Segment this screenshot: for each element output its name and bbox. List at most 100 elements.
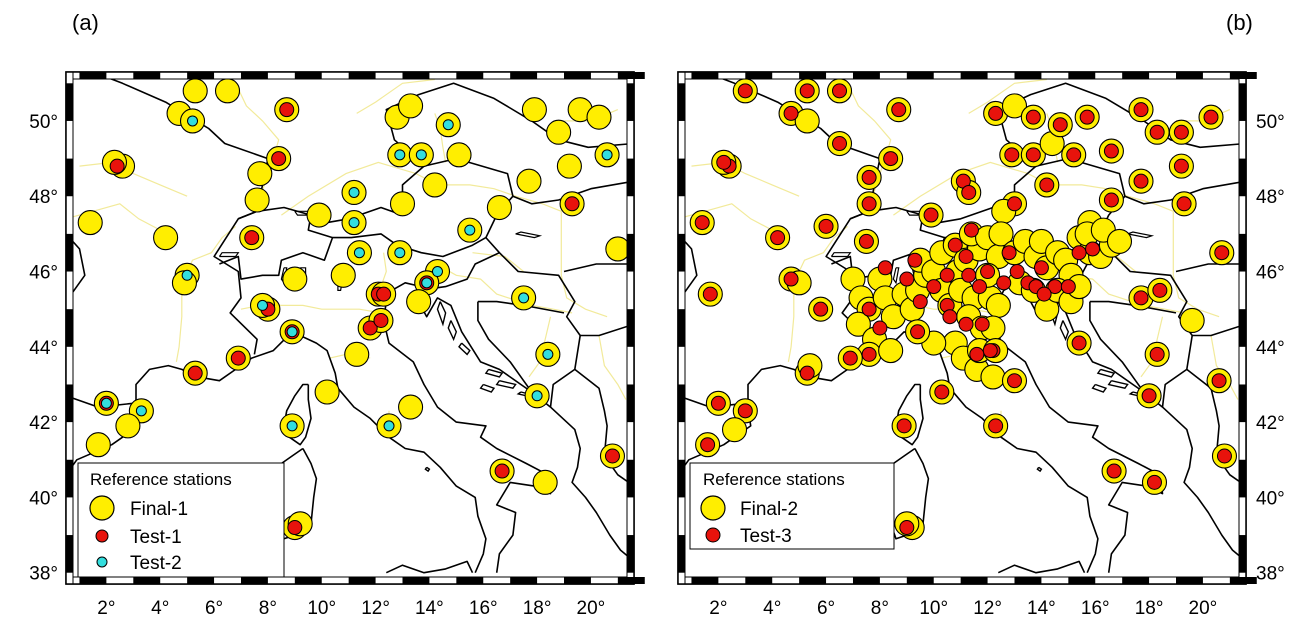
legend-label-test-1: Test-1 <box>130 527 182 548</box>
station-test-red <box>958 248 974 264</box>
legend-marker-test-3 <box>705 527 721 543</box>
station-test-red <box>1133 290 1149 306</box>
island-outline <box>458 342 471 356</box>
river-line <box>793 225 848 284</box>
station-test-cyan <box>187 115 199 127</box>
station-test-red <box>1214 245 1230 261</box>
legend-label-test-3: Test-3 <box>740 526 792 547</box>
station-test-red <box>1025 109 1041 125</box>
station-test-red <box>1133 102 1149 118</box>
station-test-red <box>1173 158 1189 174</box>
lat-tick-label: 40° <box>1256 488 1285 509</box>
station-test-red <box>961 184 977 200</box>
station-test-red <box>861 346 877 362</box>
lon-tick-label: 18° <box>1135 598 1164 619</box>
lake-outline <box>515 231 543 239</box>
station-final <box>605 236 631 262</box>
lake-outline <box>1127 231 1155 239</box>
river-line <box>380 252 387 287</box>
station-test-red <box>279 102 295 118</box>
station-test-red <box>770 230 786 246</box>
lake-outline <box>830 252 852 258</box>
station-test-red <box>861 169 877 185</box>
lon-tick-label: 16° <box>1081 598 1110 619</box>
station-final <box>247 161 273 187</box>
lat-tick-label: 46° <box>1256 263 1285 284</box>
station-test-red <box>947 237 963 253</box>
station-final <box>446 142 472 168</box>
coast-border-line <box>385 560 474 574</box>
station-final <box>306 202 332 228</box>
station-final <box>282 266 308 292</box>
station-test-red <box>1211 373 1227 389</box>
legend-label-test-2: Test-2 <box>130 553 182 574</box>
station-test-cyan <box>353 247 365 259</box>
station-test-red <box>818 218 834 234</box>
station-test-cyan <box>442 119 454 131</box>
coast-border-line <box>1124 180 1246 205</box>
station-test-red <box>813 301 829 317</box>
station-test-red <box>1149 124 1165 140</box>
station-test-red <box>1079 109 1095 125</box>
river-line <box>472 252 524 272</box>
lon-tick-label: 6° <box>817 598 835 619</box>
station-test-cyan <box>394 149 406 161</box>
station-test-red <box>564 196 580 212</box>
river-line <box>787 282 795 363</box>
lon-tick-label: 20° <box>577 598 606 619</box>
station-test-red <box>604 448 620 464</box>
station-test-red <box>1036 286 1052 302</box>
coast-border-line <box>563 263 634 273</box>
station-test-red <box>969 346 985 362</box>
lon-tick-label: 10° <box>307 598 336 619</box>
station-test-red <box>373 312 389 328</box>
lon-labels-b: 2° 4° 6° 8° 10° 12° 14° 16° 18° 20° <box>709 598 1217 619</box>
station-test-red <box>700 437 716 453</box>
station-test-cyan <box>394 247 406 259</box>
station-test-red <box>187 365 203 381</box>
station-test-cyan <box>257 299 269 311</box>
coast-border-line <box>574 368 634 487</box>
station-final <box>878 338 904 364</box>
station-test-red <box>1060 279 1076 295</box>
station-final <box>406 289 432 315</box>
station-test-red <box>1146 474 1162 490</box>
station-test-red <box>939 267 955 283</box>
coast-border-line <box>332 157 514 258</box>
island-outline <box>1096 368 1116 378</box>
station-test-red <box>710 395 726 411</box>
station-final <box>845 311 871 337</box>
station-test-red <box>1066 147 1082 163</box>
island-outline <box>436 301 447 327</box>
station-final <box>115 413 141 439</box>
lon-tick-label: 16° <box>469 598 498 619</box>
station-test-red <box>982 343 998 359</box>
station-final <box>980 364 1006 390</box>
station-test-red <box>1176 196 1192 212</box>
station-test-cyan <box>100 397 112 409</box>
station-test-red <box>963 222 979 238</box>
station-test-red <box>1004 147 1020 163</box>
station-final <box>521 97 547 123</box>
station-test-red <box>1009 264 1025 280</box>
lat-tick-label: 42° <box>29 413 58 434</box>
station-final <box>988 221 1014 247</box>
station-test-cyan <box>415 149 427 161</box>
station-final <box>794 108 820 134</box>
coast-border-line <box>477 300 565 314</box>
station-final <box>182 78 208 104</box>
station-test-red <box>271 151 287 167</box>
lat-tick-label: 44° <box>1256 338 1285 359</box>
station-test-red <box>230 350 246 366</box>
station-final <box>153 225 179 251</box>
station-test-cyan <box>431 266 443 278</box>
station-test-red <box>910 324 926 340</box>
coast-border-line <box>1097 237 1193 408</box>
station-test-red <box>1141 388 1157 404</box>
station-final <box>721 417 748 443</box>
river-line <box>598 335 627 400</box>
island-outline <box>484 368 504 378</box>
station-test-cyan <box>135 405 147 417</box>
lat-tick-label: 38° <box>29 564 58 585</box>
station-test-red <box>974 316 990 332</box>
